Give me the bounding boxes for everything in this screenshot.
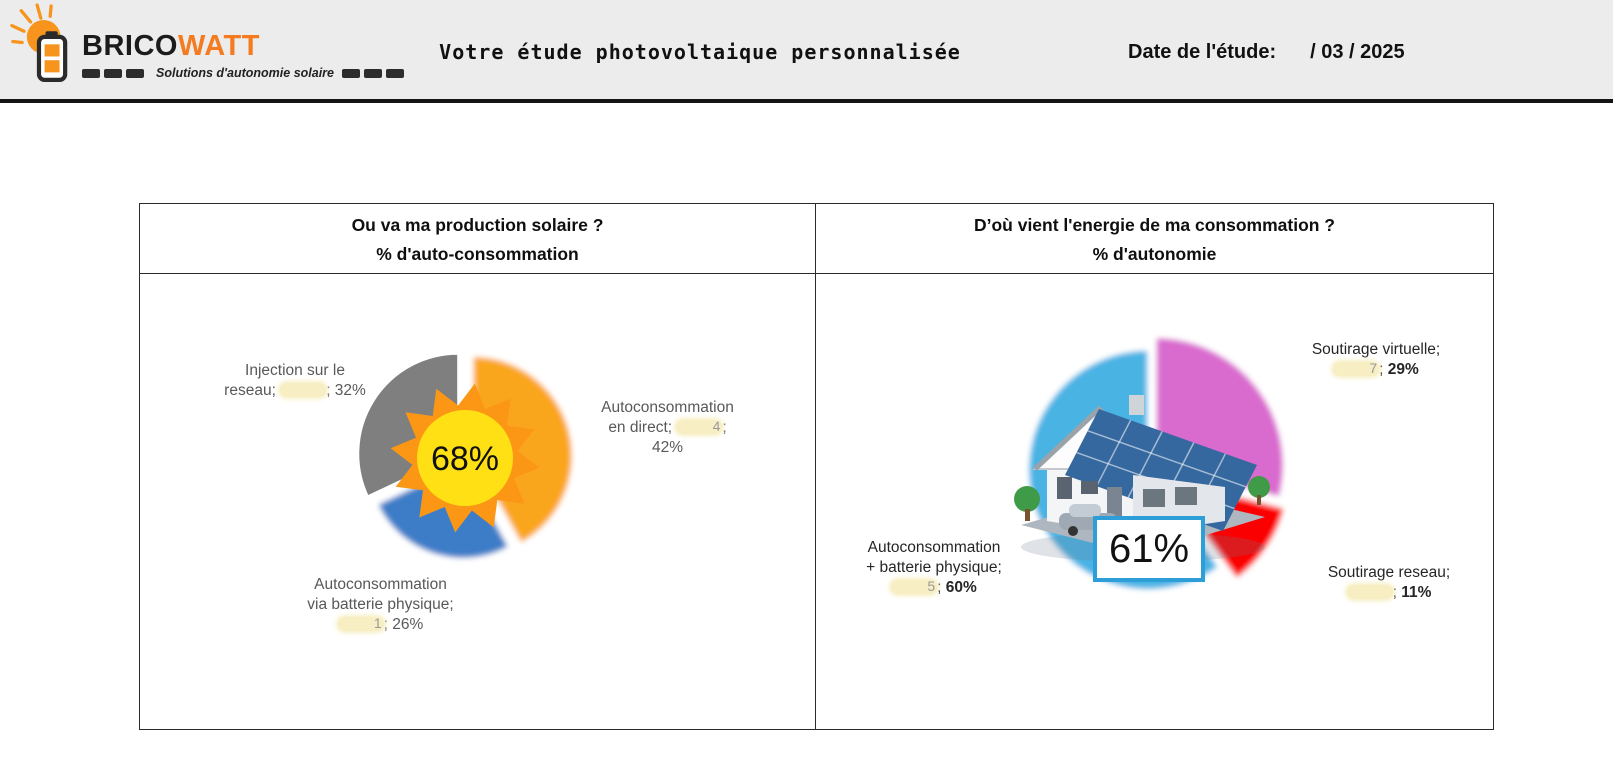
charts-board: Ou va ma production solaire ? % d'auto-c… bbox=[139, 203, 1494, 730]
pie-slice-label: Autoconsommation via batterie physique; 1;… bbox=[307, 576, 454, 634]
pie-chart: 68% bbox=[357, 352, 574, 560]
redacted-value: 1 bbox=[337, 615, 384, 632]
redacted-value: 7 bbox=[1333, 360, 1380, 377]
consumption-chart-title: D’où vient l'energie de ma consommation … bbox=[816, 204, 1493, 273]
redacted-value: 5 bbox=[891, 578, 938, 595]
autonomy-center-value: 61% bbox=[1093, 516, 1205, 582]
redacted-value bbox=[280, 383, 327, 398]
study-date-value: / 03 / 2025 bbox=[1310, 41, 1405, 63]
production-chart-title-line1: Ou va ma production solaire ? bbox=[351, 215, 604, 235]
consumption-chart-title-line2: % d'autonomie bbox=[1092, 244, 1217, 264]
redacted-value bbox=[1346, 585, 1393, 600]
study-date: Date de l'étude: / 03 / 2025 bbox=[1128, 41, 1405, 64]
pie-slice-label: Injection sur le reseau; ; 32% bbox=[224, 362, 366, 400]
sun-battery-logo-icon bbox=[10, 3, 68, 82]
pie-slice-label: Soutirage reseau;; 11% bbox=[1327, 564, 1451, 602]
pie-slice-label: Soutirage virtuelle; 7; 29% bbox=[1311, 341, 1441, 379]
solar-panel-dashes-right bbox=[342, 68, 408, 78]
document-title: Votre étude photovoltaique personnalisée bbox=[439, 40, 961, 64]
sun-illustration: 68% bbox=[390, 383, 540, 533]
charts-row: 68% Autoconsommation en direct; 4; 42% Autoc… bbox=[140, 274, 1493, 729]
production-chart-title: Ou va ma production solaire ? % d'auto-c… bbox=[140, 204, 816, 273]
chart-panel-production: 68% Autoconsommation en direct; 4; 42% Autoc… bbox=[140, 274, 816, 729]
pie-slice-label: Autoconsommation en direct; 4; 42% bbox=[601, 399, 734, 457]
brand-name: BRICOWATT bbox=[82, 30, 260, 62]
autoconsumption-center-value: 68% bbox=[431, 440, 499, 478]
chart-panel-consumption: Soutirage virtuelle; 7; 29% Soutirage rese… bbox=[816, 274, 1493, 729]
production-chart-title-line2: % d'auto-consommation bbox=[376, 244, 579, 264]
app-header: BRICOWATT Solutions d'autonomie solaire … bbox=[0, 0, 1613, 103]
battery-logo-shape bbox=[36, 34, 68, 82]
consumption-chart-title-line1: D’où vient l'energie de ma consommation … bbox=[973, 215, 1336, 235]
brand-logo: BRICOWATT Solutions d'autonomie solaire bbox=[10, 2, 408, 96]
redacted-value: 4 bbox=[676, 418, 723, 435]
solar-panel-dashes-left bbox=[82, 68, 148, 78]
pie-slice-label: Autoconsommation + batterie physique; 5; 6… bbox=[866, 539, 1002, 597]
study-date-label: Date de l'étude: bbox=[1128, 41, 1277, 63]
brand-tagline: Solutions d'autonomie solaire bbox=[156, 66, 334, 80]
brand-tagline-row: Solutions d'autonomie solaire bbox=[82, 66, 408, 80]
chart-titles-row: Ou va ma production solaire ? % d'auto-c… bbox=[140, 204, 1493, 274]
